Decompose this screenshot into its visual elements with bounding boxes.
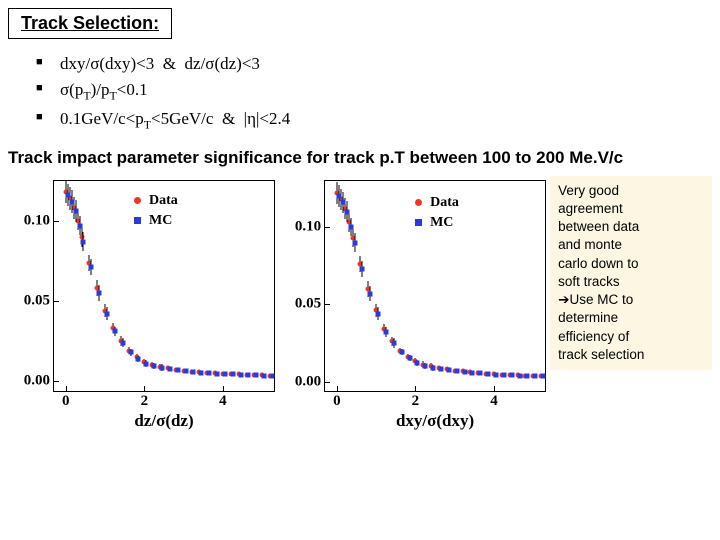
mc-point (399, 350, 404, 355)
mc-point (199, 370, 204, 375)
mc-point (112, 329, 117, 334)
note-line: between data (558, 218, 704, 236)
note-box: Very good agreementbetween dataand monte… (550, 176, 712, 370)
mc-point (509, 373, 514, 378)
mc-point (262, 373, 267, 378)
mc-point (105, 311, 110, 316)
ytick-label: 0.05 (295, 296, 325, 313)
mc-point (360, 266, 365, 271)
legend-label-data: Data (430, 195, 459, 211)
mc-point (230, 372, 235, 377)
mc-point (368, 291, 373, 296)
legend-marker-data-icon (134, 197, 141, 204)
mc-point (383, 330, 388, 335)
mc-point (254, 373, 259, 378)
note-line: soft tracks (558, 273, 704, 291)
mc-point (65, 193, 70, 198)
criteria-item-3: 0.1GeV/c<pT<5GeV/c & |η|<2.4 (36, 106, 712, 135)
mc-point (478, 371, 483, 376)
mc-point (136, 356, 141, 361)
x-axis-title: dz/σ(dz) (54, 391, 274, 431)
mc-point (352, 240, 357, 245)
mc-point (431, 365, 436, 370)
mc-point (462, 369, 467, 374)
mc-point (175, 368, 180, 373)
mc-point (501, 373, 506, 378)
mc-point (407, 356, 412, 361)
mc-point (454, 369, 459, 374)
ytick-label: 0.05 (24, 293, 54, 310)
mc-point (344, 209, 349, 214)
mc-point (517, 373, 522, 378)
mc-point (486, 372, 491, 377)
mc-point (533, 374, 538, 379)
ytick-label: 0.10 (295, 219, 325, 236)
note-line: Very good (558, 182, 704, 200)
note-line: track selection (558, 346, 704, 364)
mc-point (144, 361, 149, 366)
note-line: and monte (558, 236, 704, 254)
mc-point (89, 265, 94, 270)
criteria-list: dxy/σ(dxy)<3 & dz/σ(dz)<3 σ(pT)/pT<0.1 0… (36, 51, 712, 136)
mc-point (423, 364, 428, 369)
mc-point (238, 372, 243, 377)
mc-point (183, 369, 188, 374)
legend-label-mc: MC (149, 213, 172, 229)
mc-point (525, 373, 530, 378)
mc-point (270, 373, 275, 378)
mc-point (493, 372, 498, 377)
mc-point (470, 370, 475, 375)
mc-point (336, 194, 341, 199)
mc-point (73, 209, 78, 214)
mc-point (77, 223, 82, 228)
mc-point (97, 290, 102, 295)
note-line: efficiency of (558, 328, 704, 346)
section-title: Track Selection: (8, 8, 172, 39)
mc-point (446, 367, 451, 372)
mc-point (376, 311, 381, 316)
charts-row: 0.000.050.10024dz/σ(dz)DataMC 0.000.050.… (8, 176, 712, 438)
mc-point (215, 371, 220, 376)
ytick-label: 0.00 (24, 373, 54, 390)
mc-point (152, 363, 157, 368)
mc-point (207, 371, 212, 376)
mc-point (541, 374, 546, 379)
x-axis-title: dxy/σ(dxy) (325, 391, 545, 431)
mc-point (128, 350, 133, 355)
mc-point (348, 225, 353, 230)
mc-point (69, 199, 74, 204)
subheading: Track impact parameter significance for … (8, 148, 712, 168)
mc-point (81, 239, 86, 244)
mc-point (222, 372, 227, 377)
mc-point (246, 373, 251, 378)
chart-dxy: 0.000.050.10024dxy/σ(dxy)DataMC (279, 176, 544, 438)
note-line: determine (558, 309, 704, 327)
criteria-item-1: dxy/σ(dxy)<3 & dz/σ(dz)<3 (36, 51, 712, 77)
criteria-item-2: σ(pT)/pT<0.1 (36, 77, 712, 106)
note-line: agreement (558, 200, 704, 218)
mc-point (391, 340, 396, 345)
mc-point (340, 200, 345, 205)
mc-point (167, 367, 172, 372)
legend-marker-data-icon (415, 199, 422, 206)
legend-label-data: Data (149, 193, 178, 209)
chart-dz: 0.000.050.10024dz/σ(dz)DataMC (8, 176, 273, 438)
mc-point (415, 360, 420, 365)
mc-point (120, 340, 125, 345)
legend: Data MC (134, 193, 178, 233)
ytick-label: 0.00 (295, 373, 325, 390)
legend-marker-mc-icon (415, 219, 422, 226)
note-line: carlo down to (558, 255, 704, 273)
ytick-label: 0.10 (24, 212, 54, 229)
legend-marker-mc-icon (134, 217, 141, 224)
legend: Data MC (415, 195, 459, 235)
note-line: ➔Use MC to (558, 291, 704, 309)
mc-point (438, 367, 443, 372)
mc-point (191, 370, 196, 375)
legend-label-mc: MC (430, 215, 453, 231)
mc-point (160, 365, 165, 370)
